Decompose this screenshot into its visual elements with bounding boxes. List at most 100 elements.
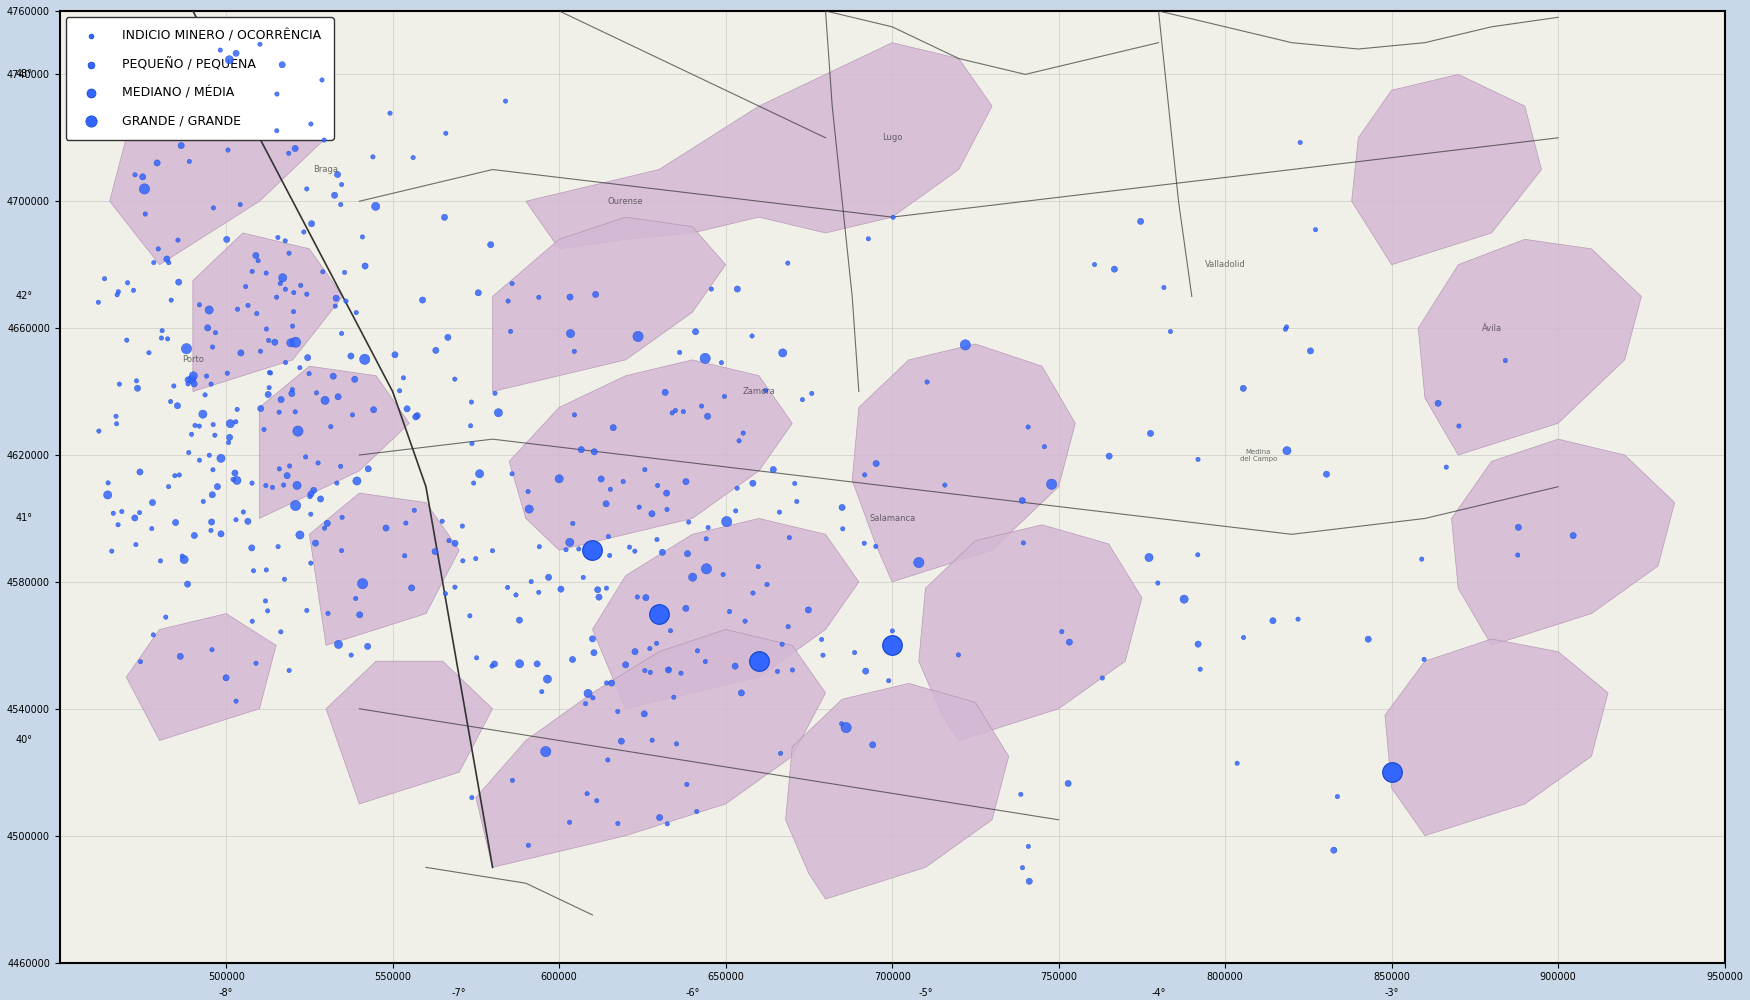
Point [653, 501, 681, 517]
Point [588, 471, 616, 487]
Point [684, 643, 712, 659]
Point [1088, 670, 1116, 686]
Point [493, 293, 522, 309]
Point [198, 642, 226, 658]
Point [462, 650, 490, 666]
Point [376, 105, 404, 121]
Point [1171, 591, 1199, 607]
Point [177, 426, 205, 442]
Point [126, 464, 154, 480]
Text: Salamanca: Salamanca [870, 514, 915, 523]
Point [1157, 324, 1185, 340]
Point [682, 804, 710, 820]
Point [268, 392, 296, 408]
Point [623, 589, 651, 605]
Point [1297, 343, 1325, 359]
Point [609, 474, 637, 490]
Point [229, 504, 257, 520]
Point [556, 326, 584, 342]
Point [292, 449, 320, 465]
Point [224, 401, 252, 417]
Polygon shape [259, 366, 410, 518]
Point [850, 535, 878, 551]
Point [514, 837, 542, 853]
Point [621, 644, 649, 660]
Text: Valladolid: Valladolid [1204, 260, 1246, 269]
Point [1491, 353, 1519, 369]
Point [775, 530, 803, 546]
Point [266, 624, 294, 640]
Point [338, 647, 366, 663]
Point [625, 328, 653, 344]
Text: -5°: -5° [919, 988, 933, 998]
Point [625, 499, 653, 515]
Point [584, 582, 612, 598]
Point [131, 206, 159, 222]
Point [306, 491, 334, 507]
Point [878, 623, 906, 639]
Point [247, 401, 275, 417]
Polygon shape [1384, 639, 1608, 836]
Point [808, 647, 836, 663]
Point [247, 343, 275, 359]
Point [91, 271, 119, 287]
Point [779, 662, 807, 678]
Point [331, 264, 359, 280]
Point [390, 370, 418, 386]
Point [663, 736, 691, 752]
Point [198, 376, 226, 392]
Point [397, 580, 425, 596]
Point [458, 790, 486, 806]
Point [299, 482, 327, 498]
Point [292, 602, 320, 618]
Point [448, 553, 476, 569]
Point [206, 42, 235, 58]
Polygon shape [492, 217, 726, 392]
Text: -6°: -6° [686, 988, 700, 998]
Point [1505, 519, 1533, 535]
Point [780, 475, 808, 491]
Point [569, 569, 597, 585]
Point [441, 371, 469, 387]
Point [1354, 631, 1382, 647]
Point [103, 517, 131, 533]
Point [215, 429, 243, 445]
Point [103, 287, 131, 303]
Point [665, 344, 693, 360]
Point [457, 418, 485, 434]
Point [282, 498, 310, 514]
Point [931, 477, 959, 493]
Point [178, 372, 206, 388]
Point [607, 733, 635, 749]
Point [635, 641, 663, 657]
Point [173, 341, 201, 357]
Point [198, 514, 226, 530]
Point [1127, 213, 1155, 229]
Point [310, 132, 338, 148]
Point [693, 531, 721, 547]
Point [1446, 418, 1474, 434]
Point [327, 458, 355, 474]
Point [765, 504, 793, 520]
Point [654, 661, 682, 677]
Point [914, 374, 942, 390]
Point [175, 445, 203, 461]
Point [506, 656, 534, 672]
Point [84, 294, 112, 310]
Point [270, 270, 298, 286]
Point [226, 197, 254, 213]
Point [178, 368, 206, 384]
Point [1258, 613, 1286, 629]
Point [852, 663, 880, 679]
Point [173, 576, 201, 592]
Point [723, 480, 751, 496]
Point [572, 696, 600, 712]
Point [774, 255, 802, 271]
Polygon shape [110, 43, 326, 265]
Point [100, 505, 128, 521]
Polygon shape [1451, 439, 1675, 645]
Point [164, 467, 192, 483]
Point [264, 539, 292, 555]
Point [121, 510, 149, 526]
Point [234, 297, 262, 313]
